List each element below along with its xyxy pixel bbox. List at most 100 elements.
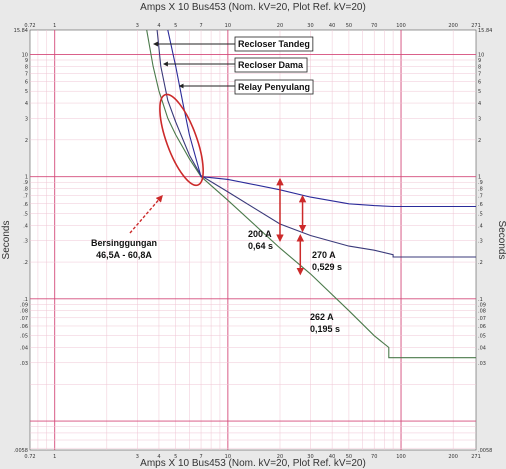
x-axis-title: Amps X 10 Bus453 (Nom. kV=20, Plot Ref. … bbox=[140, 458, 366, 469]
annotations: Bersinggungan 46,5A - 60,8A 200 A 0,64 s 270… bbox=[91, 93, 342, 334]
callout-label-1: Recloser Tandeg bbox=[238, 39, 310, 49]
label-262a-line2: 0,195 s bbox=[310, 324, 340, 334]
y-tick-label-right: 10 bbox=[478, 52, 484, 58]
x-tick-label-top: 100 bbox=[396, 23, 406, 29]
y-tick-label-left: 2 bbox=[25, 138, 28, 144]
x-tick-label-top: 10 bbox=[225, 23, 231, 29]
y-tick-label-right: .04 bbox=[478, 345, 486, 351]
callout-2: Recloser Dama bbox=[162, 57, 308, 73]
y-tick-label-right: .8 bbox=[478, 186, 483, 192]
y-axis-label-right: Seconds bbox=[496, 221, 506, 260]
y-axis-label-left: Seconds bbox=[1, 221, 12, 260]
y-tick-label-left: .08 bbox=[20, 309, 28, 315]
plot-background bbox=[29, 29, 477, 451]
y-tick-label-right: 7 bbox=[478, 71, 481, 77]
x-tick-label-top: 4 bbox=[157, 23, 160, 29]
y-tick-label-right: .9 bbox=[478, 180, 483, 186]
x-tick-label-bottom: 70 bbox=[371, 454, 377, 460]
x-tick-label-bottom: 30 bbox=[307, 454, 313, 460]
y-tick-label-right: .1 bbox=[478, 297, 483, 303]
y-tick-label-right: .08 bbox=[478, 309, 486, 315]
y-tick-label-left: .9 bbox=[23, 180, 28, 186]
y-tick-label-left: .2 bbox=[23, 260, 28, 266]
x-tick-label-top: 30 bbox=[307, 23, 313, 29]
y-tick-label-right: 3 bbox=[478, 116, 481, 122]
grid bbox=[30, 30, 476, 450]
y-tick-label-left: .3 bbox=[23, 239, 28, 245]
x-tick-label-top: 3 bbox=[136, 23, 139, 29]
x-tick-label-bottom: 20 bbox=[277, 454, 283, 460]
y-tick-label-right: .06 bbox=[478, 324, 486, 330]
label-200a-line2: 0,64 s bbox=[248, 241, 273, 251]
y-tick-label-left: .7 bbox=[23, 194, 28, 200]
label-200a-line1: 200 A bbox=[248, 229, 272, 239]
x-tick-label-bottom: 3 bbox=[136, 454, 139, 460]
y-tick-label-left: .4 bbox=[23, 223, 28, 229]
series-line-1 bbox=[146, 29, 476, 359]
y-tick-label-left: 1 bbox=[25, 175, 28, 181]
x-tick-label-top: 20 bbox=[277, 23, 283, 29]
x-tick-label-top: 0.72 bbox=[24, 23, 35, 29]
y-tick-label-left: 9 bbox=[25, 58, 28, 64]
y-tick-label-left: 10 bbox=[22, 52, 28, 58]
y-tick-label-left: 3 bbox=[25, 116, 28, 122]
y-tick-label-right: 6 bbox=[478, 80, 481, 86]
y-tick-label-left: .03 bbox=[20, 361, 28, 367]
y-tick-label-left: .05 bbox=[20, 334, 28, 340]
y-tick-label-right: 1 bbox=[478, 175, 481, 181]
y-tick-label-right: 5 bbox=[478, 89, 481, 95]
y-tick-label-left: .0058 bbox=[14, 448, 28, 454]
x-tick-label-bottom: 0.72 bbox=[24, 454, 35, 460]
y-tick-label-left: 15.84 bbox=[14, 28, 28, 34]
y-tick-label-right: .3 bbox=[478, 239, 483, 245]
overlap-ellipse bbox=[159, 93, 204, 187]
y-tick-label-right: 2 bbox=[478, 138, 481, 144]
y-tick-label-right: .4 bbox=[478, 223, 483, 229]
y-tick-label-left: .5 bbox=[23, 211, 28, 217]
x-tick-label-top: 70 bbox=[371, 23, 377, 29]
y-tick-label-right: .7 bbox=[478, 194, 483, 200]
y-tick-label-left: 8 bbox=[25, 64, 28, 70]
label-270a-line1: 270 A bbox=[312, 250, 336, 260]
y-tick-label-right: .07 bbox=[478, 316, 486, 322]
y-tick-label-right: .03 bbox=[478, 361, 486, 367]
x-tick-label-top: 1 bbox=[53, 23, 56, 29]
y-tick-label-right: .2 bbox=[478, 260, 483, 266]
x-tick-label-bottom: 100 bbox=[396, 454, 406, 460]
callout-box-3 bbox=[234, 79, 314, 95]
x-tick-label-top: 7 bbox=[199, 23, 202, 29]
overlap-label-line1: Bersinggungan bbox=[91, 238, 157, 248]
x-tick-label-top: 40 bbox=[329, 23, 335, 29]
x-tick-label-bottom: 1 bbox=[53, 454, 56, 460]
x-tick-label-bottom: 200 bbox=[448, 454, 458, 460]
callout-box-2 bbox=[234, 57, 308, 73]
y-tick-label-right: .0058 bbox=[478, 448, 492, 454]
y-tick-label-left: .1 bbox=[23, 297, 28, 303]
y-tick-label-left: .09 bbox=[20, 302, 28, 308]
y-tick-label-left: 7 bbox=[25, 71, 28, 77]
x-tick-label-top: 5 bbox=[174, 23, 177, 29]
y-tick-label-left: .8 bbox=[23, 186, 28, 192]
y-tick-label-left: 5 bbox=[25, 89, 28, 95]
y-tick-label-right: .09 bbox=[478, 302, 486, 308]
y-tick-label-left: .04 bbox=[20, 345, 28, 351]
callout-1: Recloser Tandeg bbox=[152, 36, 314, 52]
callouts: Recloser Tandeg Recloser Dama Relay Penyul… bbox=[152, 36, 314, 95]
label-270a-line2: 0,529 s bbox=[312, 262, 342, 272]
y-tick-label-left: .07 bbox=[20, 316, 28, 322]
chart-title: Amps X 10 Bus453 (Nom. kV=20, Plot Ref. … bbox=[140, 2, 366, 13]
callout-label-3: Relay Penyulang bbox=[238, 82, 310, 92]
y-tick-label-right: .5 bbox=[478, 211, 483, 217]
y-tick-label-left: 6 bbox=[25, 80, 28, 86]
y-tick-label-right: 4 bbox=[478, 101, 481, 107]
y-tick-label-right: 8 bbox=[478, 64, 481, 70]
x-tick-label-bottom: 10 bbox=[225, 454, 231, 460]
x-tick-label-bottom: 271 bbox=[471, 454, 481, 460]
x-tick-label-bottom: 50 bbox=[346, 454, 352, 460]
x-tick-label-top: 200 bbox=[448, 23, 458, 29]
y-tick-label-left: .06 bbox=[20, 324, 28, 330]
x-tick-label-bottom: 40 bbox=[329, 454, 335, 460]
x-tick-label-bottom: 4 bbox=[157, 454, 160, 460]
